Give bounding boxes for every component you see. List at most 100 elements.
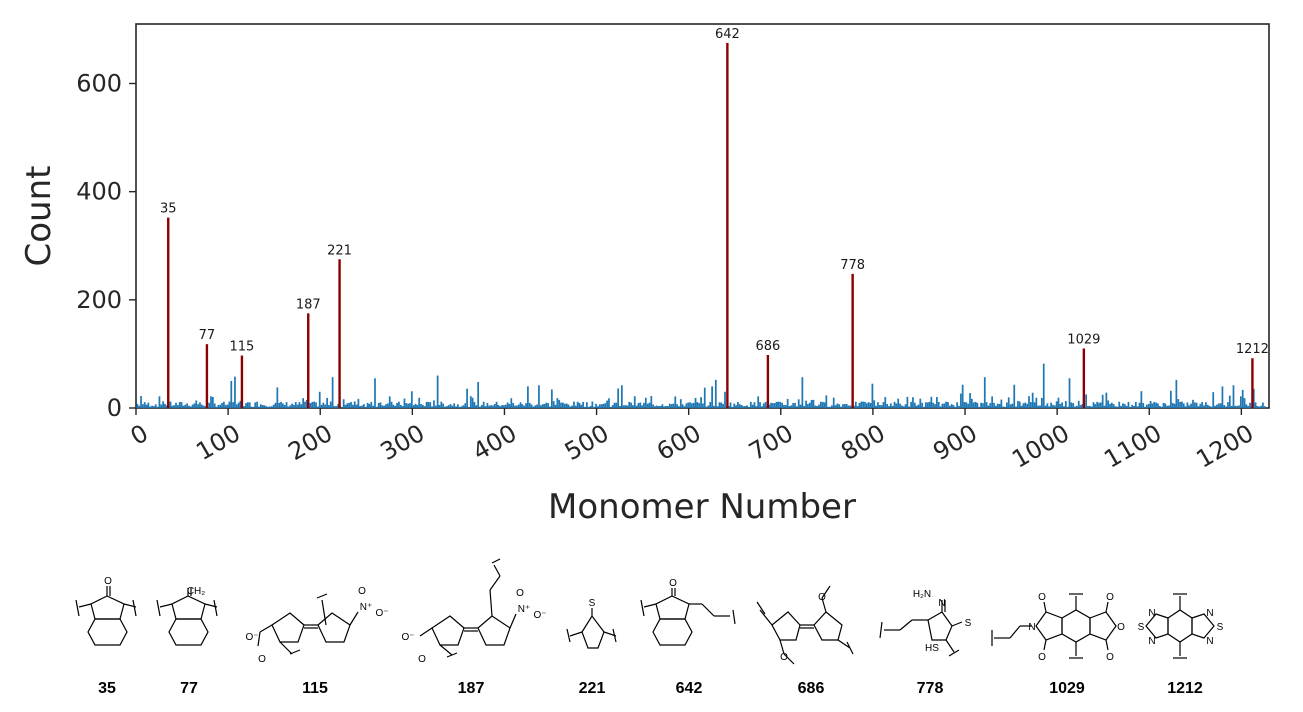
bar <box>899 403 901 408</box>
bar <box>792 403 795 408</box>
bar <box>1225 406 1227 408</box>
bar <box>431 406 433 408</box>
bar <box>652 404 655 408</box>
bar <box>976 402 979 408</box>
bar <box>1055 401 1058 408</box>
bar <box>1160 406 1163 408</box>
y-tick-label: 600 <box>76 69 122 97</box>
bar <box>694 397 697 408</box>
bar <box>803 405 806 408</box>
bar <box>880 405 883 408</box>
peak-label-77: 77 <box>199 328 216 343</box>
bar <box>276 387 279 408</box>
bar <box>368 403 371 408</box>
bar <box>221 402 223 408</box>
bar <box>258 406 260 408</box>
bar <box>1260 405 1262 408</box>
x-tick-label: 500 <box>560 419 614 466</box>
atom-nplus: N⁺ <box>360 602 373 613</box>
bar <box>1219 403 1222 408</box>
bar <box>796 406 798 408</box>
caption-1212: 1212 <box>1167 680 1203 697</box>
bar <box>825 395 828 408</box>
bar <box>352 404 354 408</box>
bar <box>600 404 603 408</box>
bar <box>486 403 489 408</box>
bar <box>197 404 199 408</box>
bar <box>1173 403 1176 408</box>
bar <box>1057 397 1060 408</box>
bar <box>1105 392 1108 408</box>
bar <box>1088 405 1091 408</box>
bar <box>1013 384 1016 408</box>
bar <box>1092 402 1095 408</box>
highlight-bar-686 <box>766 355 770 408</box>
bar <box>1223 405 1226 408</box>
bar <box>562 402 564 408</box>
bar <box>814 405 817 408</box>
bar <box>311 401 314 408</box>
bar <box>228 401 231 408</box>
bar <box>158 396 161 408</box>
bar <box>1087 406 1089 408</box>
structure-686: O O <box>756 585 854 665</box>
bar <box>484 406 487 408</box>
bar <box>703 387 706 408</box>
peak-label-115: 115 <box>230 340 255 355</box>
bar <box>770 402 772 408</box>
bar <box>445 406 448 408</box>
bar <box>381 405 384 408</box>
bar <box>355 404 358 408</box>
bar <box>512 402 515 408</box>
bar <box>543 403 546 408</box>
bar <box>270 406 273 408</box>
bar <box>1026 403 1029 408</box>
bar <box>283 404 286 408</box>
bar <box>580 404 583 408</box>
bar <box>364 406 367 408</box>
bar <box>453 403 456 408</box>
bar <box>510 398 513 408</box>
bar <box>1085 394 1087 408</box>
atom-o: O <box>358 586 366 597</box>
bar <box>1064 401 1067 408</box>
bar <box>945 401 947 408</box>
bar <box>729 402 732 408</box>
bar <box>1127 401 1130 408</box>
bar <box>1020 405 1023 408</box>
bar <box>514 405 516 408</box>
bar <box>285 402 288 408</box>
bar <box>1107 400 1110 408</box>
bar <box>151 405 153 408</box>
bar <box>934 404 936 408</box>
bar <box>1002 406 1005 408</box>
bar <box>847 405 850 408</box>
bar <box>479 406 481 408</box>
bar <box>335 406 338 408</box>
structure-1212: N N S N N S <box>1138 593 1224 659</box>
atom-o: O <box>780 652 788 663</box>
bar <box>574 405 577 408</box>
bar <box>342 399 345 408</box>
structure-35: O <box>75 576 137 646</box>
bar <box>1263 406 1266 408</box>
bar <box>521 404 524 408</box>
bar <box>243 406 246 408</box>
atom-nplus: N⁺ <box>518 604 531 615</box>
bar <box>145 404 148 408</box>
bar <box>278 402 281 408</box>
bar <box>836 403 839 408</box>
bar <box>1193 402 1196 408</box>
bar <box>1007 397 1010 408</box>
atom-s: S <box>589 598 596 609</box>
bar <box>294 402 297 408</box>
bar <box>1125 405 1128 408</box>
bar <box>213 403 216 408</box>
bar <box>679 399 682 408</box>
bar <box>886 403 889 408</box>
bar <box>1204 402 1207 408</box>
bar <box>1042 363 1045 408</box>
bar <box>1258 406 1261 408</box>
bar <box>702 403 704 408</box>
bar <box>971 398 973 408</box>
